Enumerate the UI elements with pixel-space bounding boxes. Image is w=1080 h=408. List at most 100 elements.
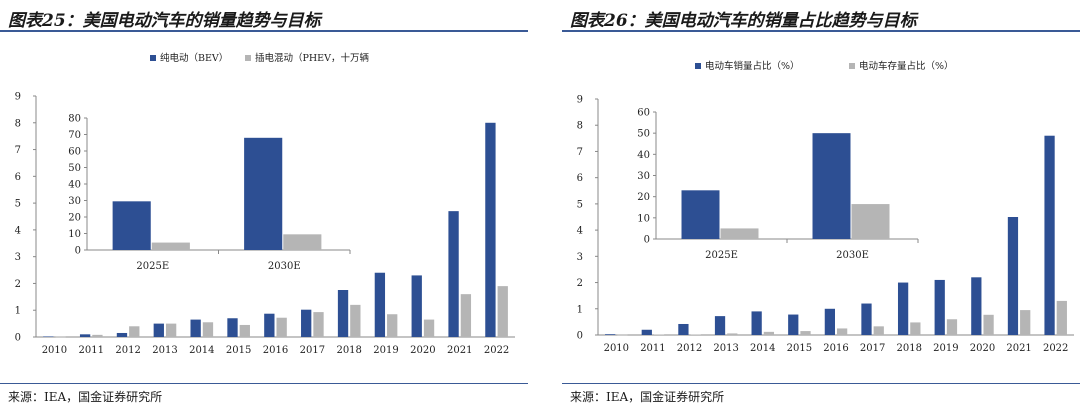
bar-2016-series2 — [837, 328, 848, 335]
x-tick-label: 2019 — [373, 345, 398, 356]
bar-2014-series1 — [751, 311, 762, 335]
right-title-rule — [562, 30, 1080, 32]
inset-y-tick-label: 70 — [68, 130, 81, 141]
y-tick-label: 6 — [577, 173, 583, 184]
bar-2014-series2 — [763, 331, 775, 335]
bar-2015-series1 — [227, 318, 238, 337]
inset-y-tick-label: 20 — [637, 192, 650, 203]
inset-bar-2025E-series1 — [112, 201, 151, 250]
bar-2022-series2 — [1056, 300, 1067, 335]
bar-2020-series1 — [971, 277, 982, 335]
bar-2017-series1 — [861, 303, 872, 335]
x-tick-label: 2018 — [897, 343, 922, 354]
x-tick-label: 2020 — [410, 345, 435, 356]
x-tick-label: 2017 — [860, 343, 885, 354]
x-tick-label: 2022 — [1043, 343, 1068, 354]
bar-2020-series2 — [983, 314, 994, 335]
bar-2022-series2 — [497, 286, 508, 337]
bar-2017-series2 — [313, 312, 324, 337]
bar-2014-series2 — [202, 322, 214, 337]
x-tick-label: 2018 — [336, 345, 361, 356]
y-tick-label: 8 — [577, 121, 583, 132]
bar-2016-series1 — [824, 308, 835, 335]
inset-x-tick-label: 2030E — [268, 261, 301, 272]
left-figure-title: 图表25：美国电动汽车的销量趋势与目标 — [8, 11, 321, 31]
y-tick-label: 0 — [577, 331, 583, 342]
left-source: 来源：IEA，国金证券研究所 — [8, 390, 163, 404]
bar-2013-series1 — [714, 316, 726, 335]
y-tick-label: 5 — [15, 199, 21, 210]
bar-2014-series1 — [190, 319, 201, 337]
bar-2015-series2 — [239, 324, 250, 337]
inset-y-tick-label: 50 — [637, 129, 650, 140]
bar-2018-series1 — [897, 282, 909, 335]
y-tick-label: 1 — [15, 306, 21, 317]
x-tick-label: 2019 — [933, 343, 958, 354]
bar-2013-series1 — [153, 323, 164, 337]
right-figure-title: 图表26：美国电动汽车的销量占比趋势与目标 — [570, 11, 917, 31]
inset-bar-2030E-series1 — [244, 137, 283, 250]
right-panel: 图表26：美国电动汽车的销量占比趋势与目标 电动车销量占比（%） 电动车存量占比（… — [552, 0, 1080, 408]
inset-x-tick-label: 2025E — [705, 250, 738, 261]
inset-x-tick-label: 2030E — [836, 250, 869, 261]
left-title-rule — [0, 30, 528, 32]
inset-bar-2030E-series2 — [283, 234, 322, 250]
y-tick-label: 2 — [15, 279, 21, 290]
inset-y-tick-label: 60 — [68, 147, 81, 158]
bar-2019-series1 — [934, 279, 945, 335]
left-panel: 图表25：美国电动汽车的销量趋势与目标 纯电动（BEV） 插电混动（PHEV，十万… — [0, 11, 528, 404]
x-tick-label: 2010 — [42, 345, 67, 356]
inset-y-tick-label: 80 — [68, 114, 81, 125]
y-tick-label: 3 — [15, 252, 21, 263]
bar-2021-series1 — [448, 211, 459, 337]
legend-swatch — [150, 55, 156, 61]
bar-2022-series1 — [1044, 135, 1055, 335]
x-tick-label: 2014 — [750, 343, 775, 354]
x-tick-label: 2011 — [640, 343, 665, 354]
bar-2011-series1 — [79, 334, 91, 337]
x-tick-label: 2013 — [152, 345, 177, 356]
x-tick-label: 2013 — [713, 343, 738, 354]
y-tick-label: 8 — [15, 118, 21, 129]
inset-y-tick-label: 10 — [68, 229, 81, 240]
right-source-rule — [562, 383, 1080, 384]
y-tick-label: 5 — [577, 199, 583, 210]
bar-2020-series2 — [423, 319, 435, 337]
inset-y-tick-label: 60 — [637, 108, 650, 119]
bar-2013-series2 — [165, 323, 177, 337]
bar-2021-series2 — [1020, 310, 1031, 335]
bar-2021-series2 — [460, 294, 472, 337]
bar-2010-series1 — [43, 336, 54, 337]
bar-2010-series2 — [55, 336, 66, 338]
bar-2012-series2 — [129, 326, 140, 337]
bar-2019-series2 — [387, 314, 398, 337]
inset-bar-2025E-series1 — [681, 190, 720, 239]
inset-bar-2030E-series1 — [812, 133, 851, 239]
y-tick-label: 4 — [15, 225, 21, 236]
bar-2017-series2 — [873, 326, 884, 335]
legend-label: 电动车存量占比（%） — [859, 60, 954, 72]
y-tick-label: 4 — [577, 226, 583, 237]
right-source: 来源：IEA，国金证券研究所 — [570, 390, 725, 404]
bar-2011-series1 — [641, 329, 652, 335]
legend-label: 纯电动（BEV） — [160, 52, 228, 64]
legend-label: 插电混动（PHEV，十万辆 — [255, 52, 369, 64]
inset-y-tick-label: 30 — [637, 171, 650, 182]
inset-y-tick-label: 0 — [75, 246, 81, 257]
bar-2017-series1 — [301, 309, 312, 337]
inset-y-tick-label: 0 — [644, 235, 650, 246]
bar-2021-series1 — [1007, 217, 1019, 335]
bar-2016-series1 — [264, 313, 275, 337]
inset-y-tick-label: 30 — [68, 196, 81, 207]
bar-2019-series1 — [374, 272, 386, 337]
inset-y-tick-label: 50 — [68, 163, 81, 174]
bar-2018-series2 — [910, 322, 921, 335]
bar-2011-series2 — [92, 334, 103, 337]
bar-2019-series2 — [946, 319, 958, 335]
y-tick-label: 0 — [15, 333, 21, 344]
x-tick-label: 2022 — [484, 345, 509, 356]
y-tick-label: 2 — [577, 278, 583, 289]
bar-2016-series2 — [276, 317, 287, 337]
left-source-rule — [0, 383, 528, 384]
